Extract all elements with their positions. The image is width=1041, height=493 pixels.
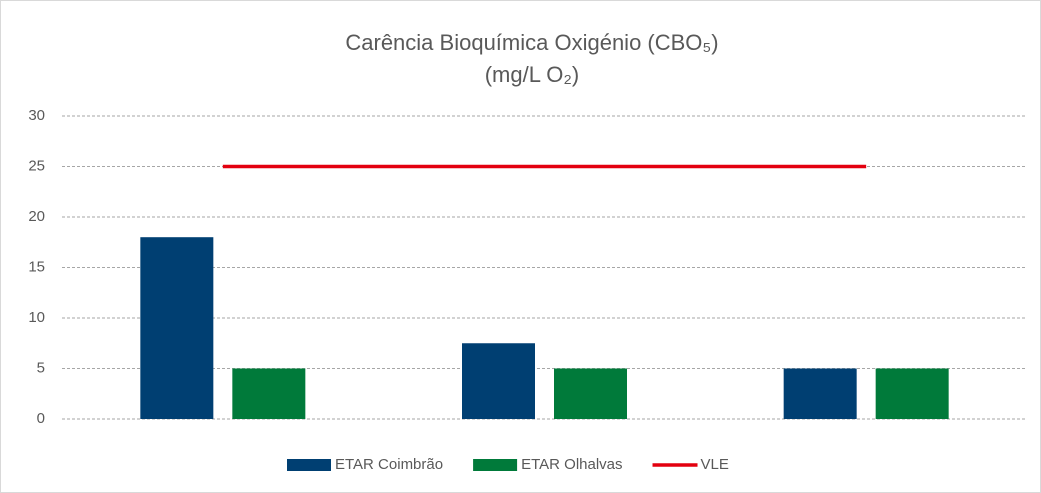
y-tick-label: 5 — [37, 359, 45, 376]
legend-label: VLE — [701, 456, 729, 473]
bar — [462, 343, 535, 419]
bar — [554, 368, 627, 419]
bar — [783, 368, 857, 419]
legend-label: ETAR Coimbrão — [335, 456, 443, 473]
bar — [875, 368, 949, 419]
bar — [232, 368, 306, 419]
legend-label: ETAR Olhalvas — [521, 456, 622, 473]
y-tick-label: 15 — [28, 258, 45, 275]
bar — [140, 237, 214, 419]
chart-subtitle: (mg/L O₂) — [485, 62, 580, 87]
y-tick-label: 0 — [37, 410, 45, 427]
legend-swatch — [473, 459, 518, 471]
legend-swatch — [287, 459, 331, 471]
chart-title: Carência Bioquímica Oxigénio (CBO₅) — [345, 30, 718, 55]
y-tick-label: 10 — [28, 309, 45, 326]
y-tick-label: 30 — [28, 107, 45, 124]
y-tick-label: 25 — [28, 157, 45, 174]
y-tick-label: 20 — [28, 208, 45, 225]
